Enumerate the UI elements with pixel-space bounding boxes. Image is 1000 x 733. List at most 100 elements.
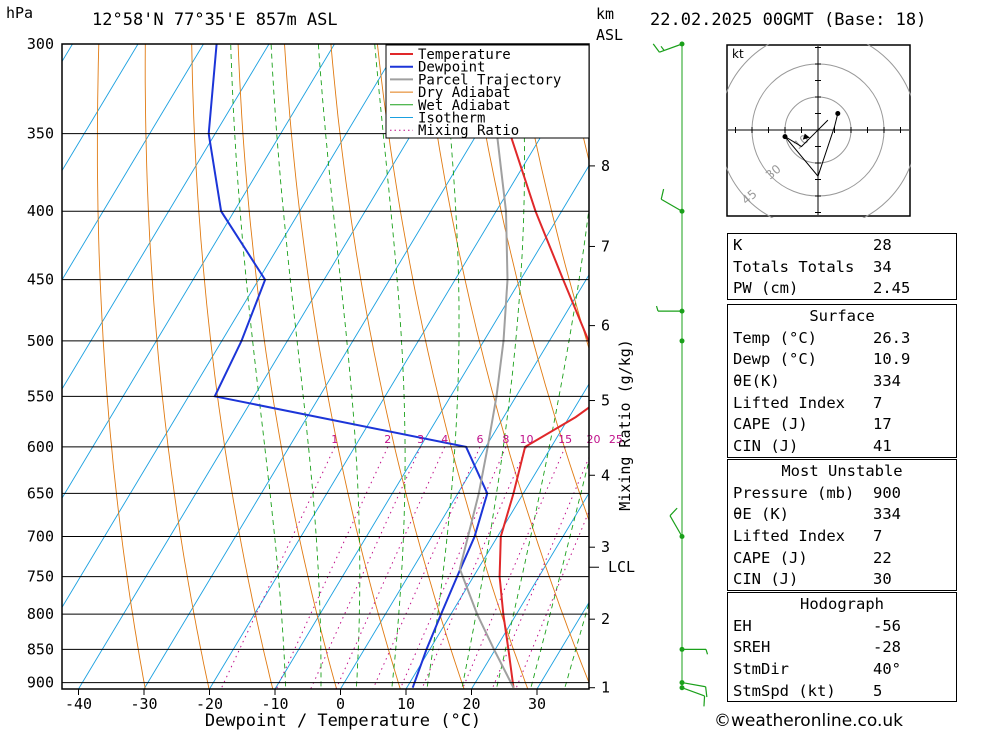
wind-barb bbox=[681, 687, 706, 707]
x-tick-label: -40 bbox=[65, 695, 92, 713]
x-tick-label: -10 bbox=[261, 695, 288, 713]
pressure-tick-label: 550 bbox=[27, 387, 54, 405]
surface-label: CAPE (J) bbox=[733, 415, 808, 434]
mu-value: 334 bbox=[873, 505, 901, 524]
surface-row: θE(K) 334 bbox=[728, 370, 956, 392]
surface-label: Dewp (°C) bbox=[733, 350, 817, 369]
dry-adiabat-line bbox=[516, 44, 589, 351]
isotherm-line bbox=[0, 44, 7, 689]
legend-isotherm: Isotherm bbox=[418, 111, 485, 127]
index-row-k: K 28 bbox=[728, 234, 956, 256]
hpa-label: hPa bbox=[6, 4, 34, 22]
isotherm-line bbox=[471, 492, 589, 689]
hodograph-unit: kt bbox=[732, 47, 744, 61]
legend-temperature: Temperature bbox=[418, 47, 511, 63]
x-tick-label: 30 bbox=[528, 695, 546, 713]
most-unstable-panel: Most Unstable Pressure (mb) 900 θE (K) 334… bbox=[727, 459, 957, 592]
km-tick-label: 4 bbox=[601, 466, 610, 484]
pressure-tick-label: 600 bbox=[27, 438, 54, 456]
surface-value: 26.3 bbox=[873, 328, 911, 347]
dry-adiabat-line bbox=[330, 44, 465, 689]
hodograph-table-title: Hodograph bbox=[800, 595, 884, 613]
wind-barb-dot bbox=[679, 338, 685, 344]
isotherm-line bbox=[78, 44, 466, 689]
x-tick-label: -20 bbox=[196, 695, 223, 713]
x-tick-label: 0 bbox=[336, 695, 345, 713]
plot-frame bbox=[61, 43, 590, 690]
pressure-tick-label: 450 bbox=[27, 271, 54, 289]
lcl-label: LCL bbox=[608, 558, 635, 576]
mixing-ratio-label: 8 bbox=[502, 433, 509, 446]
mu-row: Pressure (mb) 900 bbox=[728, 482, 956, 504]
mixing-ratio-label: 1 bbox=[331, 433, 338, 446]
surface-panel: Surface Temp (°C) 26.3 Dewp (°C) 10.9 θE(K… bbox=[727, 304, 957, 458]
mu-value: 22 bbox=[873, 548, 892, 567]
legend-box bbox=[385, 44, 590, 139]
wind-barb bbox=[681, 681, 708, 698]
mixing-ratio-line bbox=[310, 446, 422, 689]
indices-panel: K 28 Totals Totals 34 PW (cm) 2.45 bbox=[727, 233, 957, 301]
hodo-row: StmSpd (kt) 5 bbox=[728, 680, 956, 702]
asl-label: ASL bbox=[596, 26, 624, 44]
dry-adiabat-line bbox=[237, 44, 338, 689]
isotherm-line bbox=[62, 44, 270, 390]
pressure-tick-label: 750 bbox=[27, 568, 54, 586]
mu-label: CIN (J) bbox=[733, 570, 799, 589]
wind-barb bbox=[669, 507, 683, 537]
km-tick-label: 5 bbox=[601, 392, 610, 410]
mu-label: CAPE (J) bbox=[733, 548, 808, 567]
hodo-row: StmDir 40° bbox=[728, 658, 956, 680]
mu-label: Lifted Index bbox=[733, 527, 845, 546]
mixing-ratio-label: 15 bbox=[558, 433, 572, 446]
mixing-ratio-line bbox=[335, 446, 446, 689]
mu-row: θE (K) 334 bbox=[728, 503, 956, 525]
surface-value: 10.9 bbox=[873, 350, 911, 369]
wet-adiabat-line bbox=[426, 44, 460, 689]
wet-adiabat-line bbox=[461, 44, 525, 689]
hodo-label: SREH bbox=[733, 638, 771, 657]
surface-value: 17 bbox=[873, 415, 892, 434]
copyright-footer[interactable]: ©weatheronline.co.uk bbox=[714, 711, 904, 731]
isotherm-line bbox=[62, 44, 401, 609]
hodo-value: 5 bbox=[873, 681, 883, 700]
dry-adiabat-line bbox=[702, 44, 725, 689]
surface-row: CIN (J) 41 bbox=[728, 435, 956, 457]
surface-value: 7 bbox=[873, 393, 883, 412]
wind-barb bbox=[652, 43, 683, 53]
km-tick-label: 2 bbox=[601, 610, 610, 628]
pressure-tick-label: 500 bbox=[27, 332, 54, 350]
pressure-tick-label: 850 bbox=[27, 640, 54, 658]
index-value: 34 bbox=[873, 257, 892, 276]
index-value: 28 bbox=[873, 236, 892, 254]
hodo-label: EH bbox=[733, 616, 752, 635]
pressure-tick-label: 350 bbox=[27, 125, 54, 143]
index-label: K bbox=[733, 236, 743, 254]
isotherm-line bbox=[143, 44, 532, 689]
isotherm-line bbox=[62, 44, 335, 500]
surface-label: CIN (J) bbox=[733, 437, 799, 456]
index-row-totals: Totals Totals 34 bbox=[728, 256, 956, 278]
mixing-ratio-label: 10 bbox=[520, 433, 534, 446]
km-tick-label: 6 bbox=[601, 317, 610, 335]
isotherm-line bbox=[274, 164, 589, 689]
mixing-ratio-line bbox=[399, 446, 507, 689]
mixing-ratio-line bbox=[461, 446, 566, 689]
mixing-ratio-label: 20 bbox=[586, 433, 600, 446]
wet-adiabat-line bbox=[630, 34, 725, 695]
legend-parcel: Parcel Trajectory bbox=[418, 72, 561, 88]
x-axis-label: Dewpoint / Temperature (°C) bbox=[205, 711, 481, 731]
surface-label: Lifted Index bbox=[733, 393, 845, 412]
x-tick-label: 20 bbox=[462, 695, 480, 713]
location-title: 12°58'N 77°35'E 857m ASL bbox=[92, 10, 338, 30]
mu-row: CIN (J) 30 bbox=[728, 568, 956, 590]
dry-adiabat-line bbox=[469, 44, 589, 522]
mu-label: θE (K) bbox=[733, 505, 789, 524]
pressure-tick-label: 800 bbox=[27, 605, 54, 623]
hodograph-point bbox=[782, 134, 788, 140]
wet-adiabat-line bbox=[530, 458, 589, 689]
wet-adiabat-line bbox=[374, 44, 406, 689]
datetime-title: 22.02.2025 00GMT (Base: 18) bbox=[650, 10, 927, 30]
hodo-value: -28 bbox=[873, 638, 901, 657]
